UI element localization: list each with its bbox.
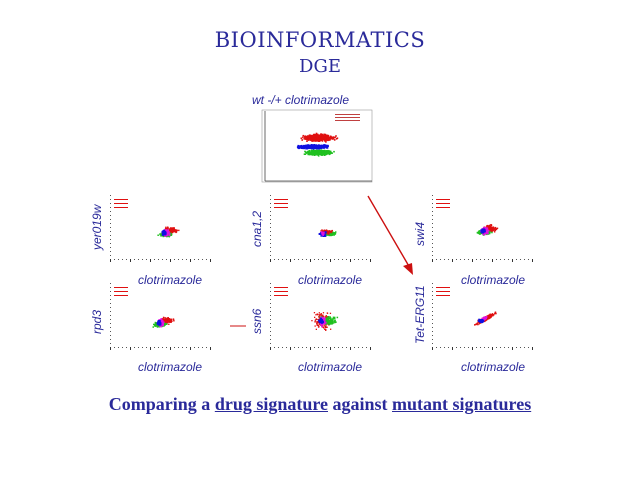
plot-xlabel-ssn6: clotrimazole [298,360,363,374]
mutant-scatter-plot-yer019w [110,195,211,262]
plot-ylabel-ssn6: ssn6 [250,308,264,334]
comparison-arrow [367,195,413,275]
mutant-scatter-plot-cna12 [270,195,371,262]
mutant-scatter-plot-ssn6 [270,283,371,350]
main-plot-label: wt -/+ clotrimazole [252,93,350,107]
mutant-scatter-plot-rpd3 [110,283,211,350]
caption: Comparing a drug signature against mutan… [0,394,640,415]
plot-ylabel-rpd3: rpd3 [90,309,104,334]
main-scatter-plot [261,109,373,183]
plot-xlabel-cna12: clotrimazole [298,273,363,287]
plot-ylabel-swi4: swi4 [413,221,427,246]
plot-ylabel-cna12: cna1,2 [250,210,264,247]
page-subtitle: DGE [299,56,341,77]
plot-xlabel-swi4: clotrimazole [461,273,526,287]
mutant-scatter-plot-teterg11 [432,283,533,350]
plot-xlabel-yer019w: clotrimazole [138,273,203,287]
plot-ylabel-teterg11: Tet-ERG11 [413,285,427,344]
plot-xlabel-teterg11: clotrimazole [461,360,526,374]
plot-xlabel-rpd3: clotrimazole [138,360,203,374]
mutant-scatter-plot-swi4 [432,195,533,262]
mutant-signatures-link[interactable]: mutant signatures [392,394,532,414]
drug-signature-link[interactable]: drug signature [214,394,328,414]
page-title: BIOINFORMATICS [214,28,426,52]
caption-text-2: against [328,394,393,414]
caption-text-1: Comparing a [108,394,215,414]
plot-ylabel-yer019w: yer019w [90,204,104,250]
